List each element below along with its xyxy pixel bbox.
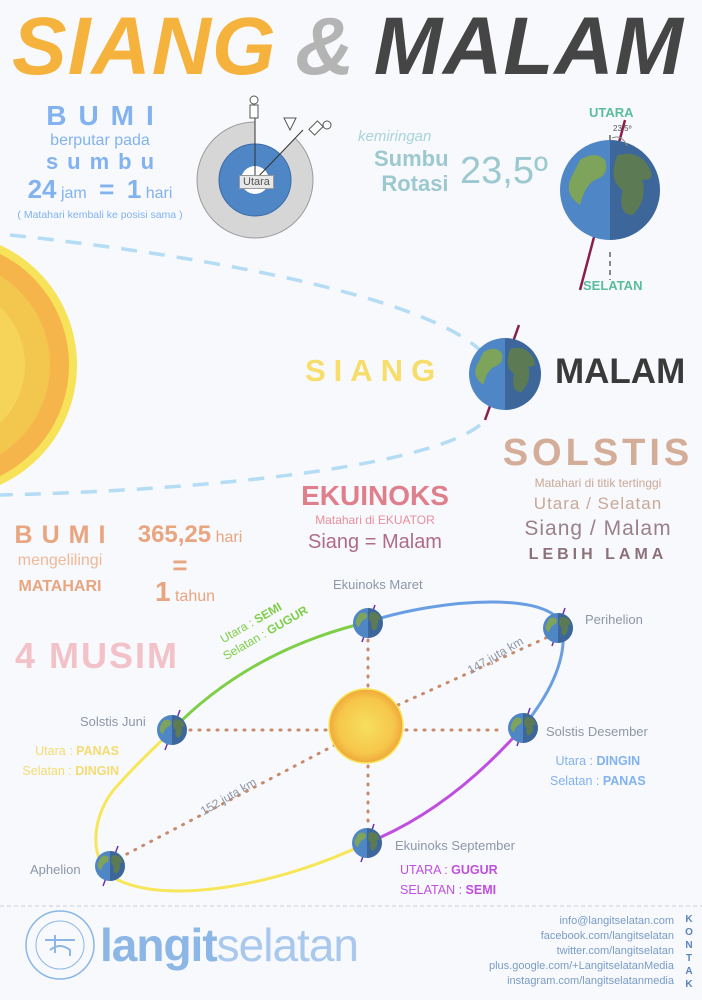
diagram-label-utara: Utara (239, 175, 274, 189)
hours-number: 24 (27, 174, 57, 204)
equinox-line1: Matahari di EKUATOR (315, 513, 435, 527)
brand-bold: langit (100, 919, 218, 971)
contact-facebook[interactable]: facebook.com/langitselatan (540, 930, 674, 942)
revolution-equals: = (172, 550, 188, 580)
orbit-earths (95, 604, 573, 887)
revolution-left: BUMI mengelilingi MATAHARI (5, 520, 115, 602)
september-note: UTARA : GUGUR SELATAN : SEMI (400, 860, 498, 900)
contact-heading: KONTAK (685, 914, 693, 990)
rotation-line1: berputar pada (50, 132, 150, 149)
december-note: Utara : DINGIN Selatan : PANAS (550, 751, 646, 791)
season-orbit (94, 600, 573, 893)
solstice-info: SOLSTIS Matahari di titik tertinggi Utar… (500, 432, 696, 568)
tilt-line1: Sumbu (374, 146, 449, 171)
brand-logo[interactable]: langitselatan (100, 918, 359, 972)
solstice-heading: SOLSTIS (502, 432, 694, 474)
june-south-value: DINGIN (75, 764, 119, 778)
label-december-solstice: Solstis Desember (546, 724, 648, 739)
day-unit: hari (145, 185, 173, 202)
september-north-label: UTARA : (400, 863, 452, 877)
contact-list: info@langitselatan.com facebook.com/lang… (489, 914, 674, 989)
june-north-value: PANAS (76, 744, 119, 758)
seasons-heading: 4 MUSIM (15, 635, 180, 676)
june-note: Utara : PANAS Selatan : DINGIN (22, 741, 119, 781)
equinox-heading: EKUINOKS (301, 480, 449, 511)
days-number: 365,25 (137, 521, 212, 548)
label-perihelion: Perihelion (585, 612, 643, 627)
revolution-line2: MATAHARI (18, 578, 102, 595)
revolution-line1: mengelilingi (17, 552, 103, 569)
june-north-label: Utara : (35, 744, 77, 758)
september-north-value: GUGUR (451, 863, 498, 877)
tilt-line2: Rotasi (381, 171, 449, 196)
equals-sign: = (99, 174, 115, 204)
tilt-kicker: kemiringan (358, 128, 432, 145)
tilt-angle-label: 23.5º (613, 124, 632, 133)
solstice-line1: Matahari di titik tertinggi (534, 476, 662, 490)
revolution-heading: BUMI (14, 521, 115, 549)
december-south-label: Selatan : (550, 774, 603, 788)
orbit-segment-summer (94, 728, 368, 893)
contact-googleplus[interactable]: plus.google.com/+LangitselatanMedia (489, 960, 674, 972)
contact-instagram[interactable]: instagram.com/langitselatanmedia (507, 975, 674, 987)
title-siang: SIANG (12, 1, 277, 92)
sun-graphic (328, 688, 404, 764)
contact-email[interactable]: info@langitselatan.com (559, 915, 674, 927)
rotation-info: BUMI berputar pada sumbu 24 jam = 1 hari… (0, 100, 200, 221)
rotation-diagram (196, 95, 332, 239)
logo-emblem (25, 910, 95, 980)
day-label: SIANG (305, 353, 444, 388)
orbit-dashed-path (0, 233, 482, 497)
title-ampersand: & (295, 1, 356, 92)
big-sun-graphic (0, 245, 77, 485)
june-south-label: Selatan : (22, 764, 76, 778)
tilt-heading: Sumbu Rotasi (374, 146, 449, 196)
orbit-segment-spring (170, 620, 369, 732)
day-number: 1 (126, 174, 142, 204)
contact-twitter[interactable]: twitter.com/langitselatan (556, 945, 674, 957)
tilt-value: 23,5º (460, 150, 548, 192)
rotation-heading: BUMI (46, 100, 166, 131)
solstice-line2: Utara / Selatan (533, 494, 663, 513)
solstice-line4: LEBIH LAMA (528, 546, 668, 563)
september-south-label: SELATAN : (400, 883, 466, 897)
daynight-earth-graphic (469, 324, 541, 421)
label-aphelion: Aphelion (30, 862, 81, 877)
september-south-value: SEMI (465, 883, 497, 897)
label-march-equinox: Ekuinoks Maret (333, 577, 423, 592)
solstice-line3: Siang / Malam (524, 517, 672, 540)
north-label: UTARA (589, 105, 634, 120)
title-malam: MALAM (373, 1, 684, 92)
december-south-value: PANAS (602, 774, 646, 788)
equinox-line2: Siang = Malam (308, 531, 442, 553)
equinox-info: EKUINOKS Matahari di EKUATOR Siang = Mal… (290, 480, 460, 556)
tilted-earth-graphic (560, 119, 660, 291)
south-label: SELATAN (583, 278, 643, 293)
rotation-equation: 24 jam = 1 hari (0, 174, 200, 209)
days-unit: hari (215, 529, 243, 546)
hours-unit: jam (60, 185, 87, 202)
label-june-solstice: Solstis Juni (80, 714, 146, 729)
orbit-segment-autumn (366, 726, 525, 845)
year-number: 1 (154, 576, 171, 607)
revolution-right: 365,25 hari = 1 tahun (125, 520, 255, 612)
night-label: MALAM (555, 352, 686, 391)
page-title: SIANG & MALAM (12, 0, 684, 94)
year-unit: tahun (174, 588, 216, 605)
label-september-equinox: Ekuinoks September (395, 838, 515, 853)
december-north-value: DINGIN (596, 754, 641, 768)
rotation-line2: sumbu (45, 149, 164, 174)
december-north-label: Utara : (555, 754, 597, 768)
brand-light: selatan (216, 919, 359, 971)
rotation-note: ( Matahari kembali ke posisi sama ) (17, 209, 183, 221)
